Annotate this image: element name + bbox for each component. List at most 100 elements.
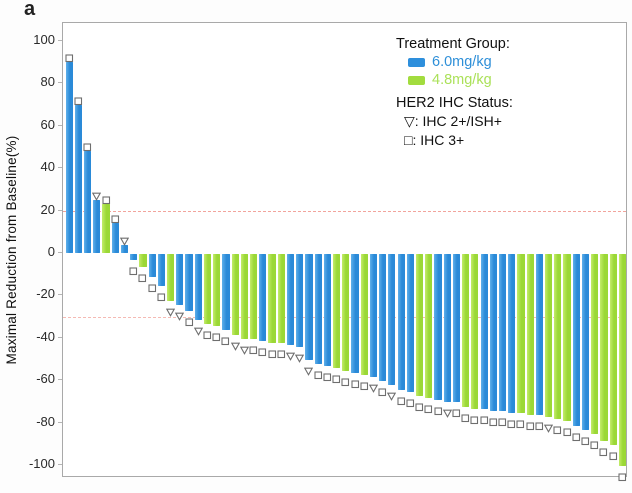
ihc3-square-icon: [378, 384, 387, 397]
bar: [581, 254, 590, 430]
bar: [259, 254, 267, 341]
bar: [277, 254, 285, 344]
bar: [296, 254, 304, 348]
y-tick-mark: [58, 82, 62, 84]
y-tick-mark: [58, 336, 62, 338]
bar: [120, 244, 129, 253]
y-tick-mark: [58, 167, 62, 169]
bar: [167, 254, 175, 301]
y-tick-label: 0: [47, 244, 55, 259]
ihc3-square-icon: [572, 429, 581, 441]
bar: [489, 254, 497, 411]
ihc3-square-icon: [553, 422, 562, 435]
blue-swatch-icon: [408, 57, 425, 67]
ihc3-square-icon: [74, 93, 83, 105]
ihc3-square-icon: [480, 412, 489, 424]
legend-item-ihc3: □: IHC 3+: [404, 132, 465, 148]
ihc3-square-icon: [470, 412, 479, 424]
bar: [305, 254, 313, 360]
legend-treatment-title: Treatment Group:: [396, 36, 510, 52]
reference-line: [63, 210, 626, 212]
ihc3-square-icon: [148, 280, 157, 293]
bar: [139, 254, 147, 267]
bar: [415, 254, 424, 397]
bar: [111, 223, 119, 253]
ihc3-square-icon: [618, 469, 627, 482]
ihc2-triangle-icon: [239, 342, 250, 355]
ihc3-square-icon: [323, 369, 332, 382]
ihc2-triangle-icon: [387, 388, 397, 402]
ihc3-square-icon: [535, 418, 544, 431]
bar: [360, 254, 368, 375]
bar: [74, 104, 82, 253]
ihc3-square-icon: [609, 448, 618, 460]
bar: [572, 254, 580, 426]
bar: [185, 254, 193, 312]
ihc3-square-icon: [111, 211, 120, 224]
bar: [508, 254, 516, 413]
ihc2-triangle-icon: [442, 405, 452, 419]
ihc3-square-icon: [489, 414, 498, 426]
bar: [452, 254, 461, 403]
ihc3-square-icon: [267, 346, 277, 359]
bar: [563, 254, 571, 422]
bar: [342, 254, 350, 371]
bar: [369, 254, 378, 377]
ihc2-triangle-icon: [230, 338, 240, 351]
ihc2-triangle-icon: [368, 380, 379, 393]
bar: [323, 254, 331, 367]
legend-label-48mg: 4.8mg/kg: [432, 72, 492, 88]
ihc3-square-icon: [221, 333, 230, 346]
y-tick-label: 80: [40, 74, 55, 90]
y-tick-mark: [58, 124, 62, 126]
ihc3-square-icon: [102, 192, 111, 205]
ihc3-square-icon: [332, 371, 341, 384]
y-tick-label: -60: [36, 371, 55, 387]
y-tick-mark: [58, 252, 62, 253]
bar: [93, 200, 101, 253]
legend-label-6mg: 6.0mg/kg: [432, 54, 492, 70]
legend-item-ihc2: ▽: IHC 2+/ISH+: [404, 113, 502, 129]
y-tick-mark: [58, 421, 62, 423]
bar: [517, 254, 525, 413]
bar: [222, 254, 230, 331]
bar: [379, 254, 387, 382]
y-tick-label: 100: [33, 32, 55, 47]
bar: [203, 254, 212, 324]
bar: [591, 254, 599, 435]
ihc3-square-icon: [581, 433, 590, 446]
legend: Treatment Group: 6.0mg/kg 4.8mg/kg HER2 …: [396, 36, 513, 149]
bar: [231, 254, 239, 335]
bar: [148, 254, 156, 278]
bar: [480, 254, 488, 409]
ihc3-square-icon: [277, 346, 286, 359]
bar: [425, 254, 433, 399]
ihc3-square-icon: [184, 314, 194, 327]
legend-item-6mg: 6.0mg/kg: [408, 54, 513, 70]
ihc3-square-icon: [526, 418, 535, 431]
bar: [194, 254, 202, 320]
ihc3-square-icon: [138, 270, 147, 282]
bar: [213, 254, 221, 327]
ihc3-square-icon: [406, 395, 415, 407]
y-tick-mark: [58, 464, 62, 465]
bar: [351, 254, 359, 373]
bar: [406, 254, 414, 392]
ihc2-triangle-icon: [92, 188, 102, 201]
legend-her2-title: HER2 IHC Status:: [396, 95, 513, 111]
ihc2-triangle-icon: [165, 304, 176, 317]
y-tick-label: 40: [40, 159, 55, 175]
bar: [84, 151, 92, 253]
ihc3-square-icon: [516, 416, 525, 429]
ihc3-square-icon: [563, 424, 572, 437]
ihc2-triangle-icon: [304, 363, 314, 376]
y-tick-mark: [58, 40, 62, 41]
bar: [388, 254, 396, 386]
ihc3-square-icon: [498, 414, 507, 426]
bar: [471, 254, 479, 409]
ihc2-triangle-icon: [193, 323, 203, 336]
bar: [434, 254, 442, 401]
bar: [102, 204, 110, 253]
bar: [157, 254, 165, 286]
y-tick-label: 20: [40, 201, 55, 217]
